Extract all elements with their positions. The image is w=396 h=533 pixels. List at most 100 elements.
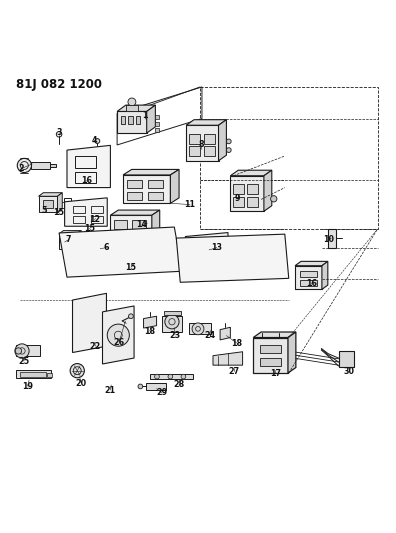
Polygon shape xyxy=(43,200,53,208)
Text: 2: 2 xyxy=(18,164,24,173)
Polygon shape xyxy=(77,231,81,249)
Circle shape xyxy=(15,348,22,354)
Polygon shape xyxy=(110,210,160,215)
Polygon shape xyxy=(123,169,179,175)
Polygon shape xyxy=(230,170,272,176)
Polygon shape xyxy=(114,231,127,239)
Polygon shape xyxy=(17,345,40,357)
Circle shape xyxy=(107,324,129,346)
Polygon shape xyxy=(148,180,163,188)
Circle shape xyxy=(227,139,231,144)
Text: 16: 16 xyxy=(306,279,317,288)
Polygon shape xyxy=(127,192,142,200)
Polygon shape xyxy=(295,266,322,289)
Text: 4: 4 xyxy=(92,136,97,145)
Polygon shape xyxy=(136,116,141,124)
Polygon shape xyxy=(322,261,328,289)
Circle shape xyxy=(15,344,29,358)
Polygon shape xyxy=(247,184,258,194)
Polygon shape xyxy=(91,238,114,242)
Polygon shape xyxy=(152,210,160,242)
Polygon shape xyxy=(253,332,296,337)
Polygon shape xyxy=(189,134,200,144)
Polygon shape xyxy=(110,215,152,242)
Text: 29: 29 xyxy=(156,388,167,397)
Polygon shape xyxy=(65,198,107,226)
Circle shape xyxy=(181,374,186,379)
Text: 25: 25 xyxy=(18,357,29,366)
Polygon shape xyxy=(162,316,182,332)
Circle shape xyxy=(192,323,204,335)
Polygon shape xyxy=(95,246,105,254)
Polygon shape xyxy=(204,134,215,144)
Polygon shape xyxy=(150,374,193,379)
Polygon shape xyxy=(233,184,244,194)
Polygon shape xyxy=(91,242,110,258)
Text: 7: 7 xyxy=(66,235,71,244)
Polygon shape xyxy=(176,234,289,282)
Circle shape xyxy=(227,148,231,152)
Polygon shape xyxy=(155,122,159,126)
Circle shape xyxy=(129,314,133,319)
Polygon shape xyxy=(186,120,227,125)
Polygon shape xyxy=(288,332,296,373)
Text: 17: 17 xyxy=(270,368,281,377)
Circle shape xyxy=(168,374,173,379)
Text: 81J 082 1200: 81J 082 1200 xyxy=(17,78,103,91)
Text: 14: 14 xyxy=(137,220,147,229)
Polygon shape xyxy=(260,345,281,353)
Text: 30: 30 xyxy=(343,367,354,376)
Polygon shape xyxy=(133,231,146,239)
Polygon shape xyxy=(38,196,57,212)
Polygon shape xyxy=(204,146,215,156)
Polygon shape xyxy=(295,261,328,266)
Polygon shape xyxy=(126,105,138,111)
Text: 28: 28 xyxy=(173,381,185,390)
Text: 21: 21 xyxy=(105,386,116,395)
Polygon shape xyxy=(213,352,243,365)
Polygon shape xyxy=(123,175,170,204)
Circle shape xyxy=(17,158,31,173)
Polygon shape xyxy=(164,311,181,316)
Text: 20: 20 xyxy=(76,379,87,388)
Polygon shape xyxy=(17,370,51,378)
Polygon shape xyxy=(148,192,163,200)
Circle shape xyxy=(270,196,277,202)
Text: 9: 9 xyxy=(235,194,240,203)
Polygon shape xyxy=(103,306,134,364)
Polygon shape xyxy=(260,359,281,366)
Polygon shape xyxy=(233,197,244,207)
Polygon shape xyxy=(339,351,354,367)
Text: 19: 19 xyxy=(22,382,33,391)
Polygon shape xyxy=(328,229,336,247)
Polygon shape xyxy=(57,193,62,212)
Polygon shape xyxy=(155,128,159,132)
Polygon shape xyxy=(143,316,156,328)
Text: 26: 26 xyxy=(114,338,125,347)
Polygon shape xyxy=(59,234,77,249)
Text: 23: 23 xyxy=(169,330,181,340)
Polygon shape xyxy=(128,116,133,124)
Polygon shape xyxy=(189,146,200,156)
Polygon shape xyxy=(127,180,142,188)
Text: 24: 24 xyxy=(204,330,215,340)
Polygon shape xyxy=(170,169,179,204)
Text: 16: 16 xyxy=(81,176,92,185)
Text: 22: 22 xyxy=(90,342,101,351)
Polygon shape xyxy=(121,116,126,124)
Text: 8: 8 xyxy=(198,140,204,149)
Text: 27: 27 xyxy=(229,367,240,376)
Polygon shape xyxy=(300,280,317,286)
Circle shape xyxy=(154,374,159,379)
Polygon shape xyxy=(189,324,211,334)
Polygon shape xyxy=(110,238,114,258)
Polygon shape xyxy=(72,293,107,352)
Text: 18: 18 xyxy=(231,338,242,348)
Polygon shape xyxy=(264,170,272,211)
Polygon shape xyxy=(147,105,155,133)
Polygon shape xyxy=(117,105,155,111)
Text: 11: 11 xyxy=(185,200,196,209)
Polygon shape xyxy=(67,146,110,188)
Polygon shape xyxy=(220,327,230,340)
Polygon shape xyxy=(31,163,50,168)
